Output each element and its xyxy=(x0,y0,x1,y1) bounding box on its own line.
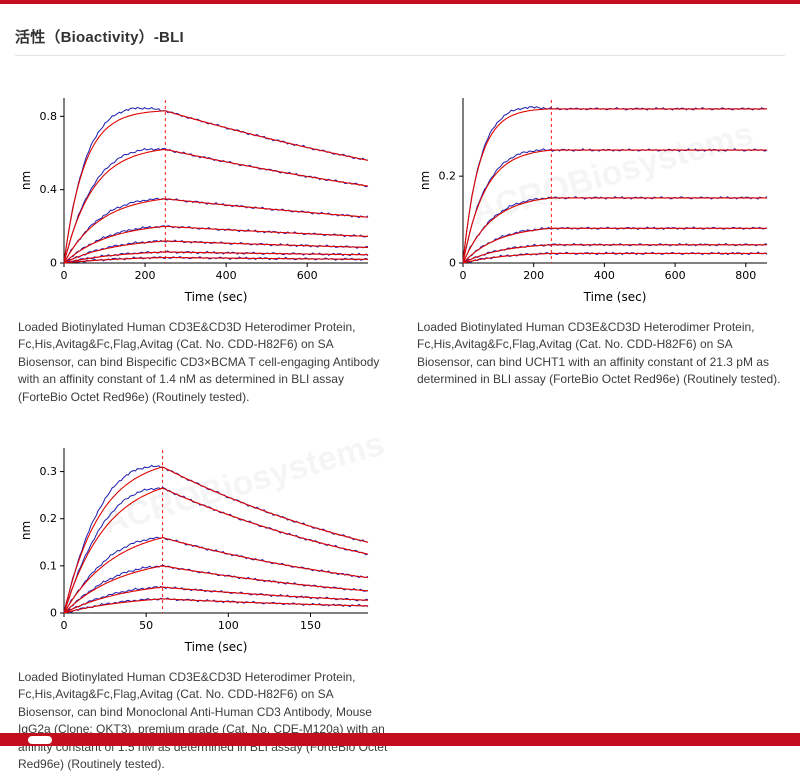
svg-text:0.4: 0.4 xyxy=(40,183,58,196)
bli-chart-ucht1: 0 200 400 600 800 0 0.2 Time (sec) nm xyxy=(418,98,768,304)
page-top-accent xyxy=(0,0,800,4)
svg-text:0.2: 0.2 xyxy=(40,512,58,525)
svg-text:nm: nm xyxy=(418,171,432,190)
svg-text:Time (sec): Time (sec) xyxy=(583,290,647,304)
svg-text:150: 150 xyxy=(300,619,321,632)
bli-figure-cd3xbcma: 0 200 400 600 0 0.4 0.8 Time (sec) nm Loaded Bio… xyxy=(8,84,393,406)
bli-chart-okt3: 0 50 100 150 0 0.1 0.2 0.3 Time (sec) nm xyxy=(19,447,369,654)
footer-bar xyxy=(0,733,800,746)
svg-text:0.2: 0.2 xyxy=(439,170,457,183)
bli-figure-ucht1: ACROBiosystems 0 200 400 600 800 0 0.2 Time (se… xyxy=(407,84,792,406)
section-title: 活性（Bioactivity）-BLI xyxy=(15,29,184,46)
svg-text:nm: nm xyxy=(19,521,33,540)
svg-text:nm: nm xyxy=(19,171,33,190)
bli-chart-cd3xbcma: 0 200 400 600 0 0.4 0.8 Time (sec) nm xyxy=(19,98,369,304)
svg-text:Time (sec): Time (sec) xyxy=(184,290,248,304)
svg-text:0: 0 xyxy=(50,257,57,270)
charts-grid: 0 200 400 600 0 0.4 0.8 Time (sec) nm Loaded Bio… xyxy=(8,84,800,773)
svg-text:600: 600 xyxy=(665,269,686,282)
footer-button[interactable] xyxy=(28,736,52,744)
svg-text:0.1: 0.1 xyxy=(40,559,58,572)
section-divider xyxy=(15,55,785,56)
svg-text:0: 0 xyxy=(460,269,467,282)
svg-text:100: 100 xyxy=(218,619,239,632)
svg-text:200: 200 xyxy=(523,269,544,282)
svg-text:600: 600 xyxy=(297,269,318,282)
svg-text:400: 400 xyxy=(594,269,615,282)
figure-caption: Loaded Biotinylated Human CD3E&CD3D Hete… xyxy=(18,669,388,771)
svg-text:0: 0 xyxy=(449,257,456,270)
svg-text:200: 200 xyxy=(135,269,156,282)
svg-text:50: 50 xyxy=(139,619,153,632)
svg-text:0: 0 xyxy=(50,606,57,619)
svg-text:0.3: 0.3 xyxy=(40,465,58,478)
svg-text:0: 0 xyxy=(61,619,68,632)
svg-text:0.8: 0.8 xyxy=(40,110,58,123)
svg-text:400: 400 xyxy=(216,269,237,282)
figure-caption: Loaded Biotinylated Human CD3E&CD3D Hete… xyxy=(417,320,781,387)
figure-caption: Loaded Biotinylated Human CD3E&CD3D Hete… xyxy=(18,320,380,404)
svg-text:Time (sec): Time (sec) xyxy=(184,640,248,654)
bli-figure-okt3: ACROBiosystems 0 50 100 150 0 0.1 0.2 0.3 Time (… xyxy=(8,425,393,773)
svg-text:0: 0 xyxy=(61,269,68,282)
svg-text:800: 800 xyxy=(735,269,756,282)
